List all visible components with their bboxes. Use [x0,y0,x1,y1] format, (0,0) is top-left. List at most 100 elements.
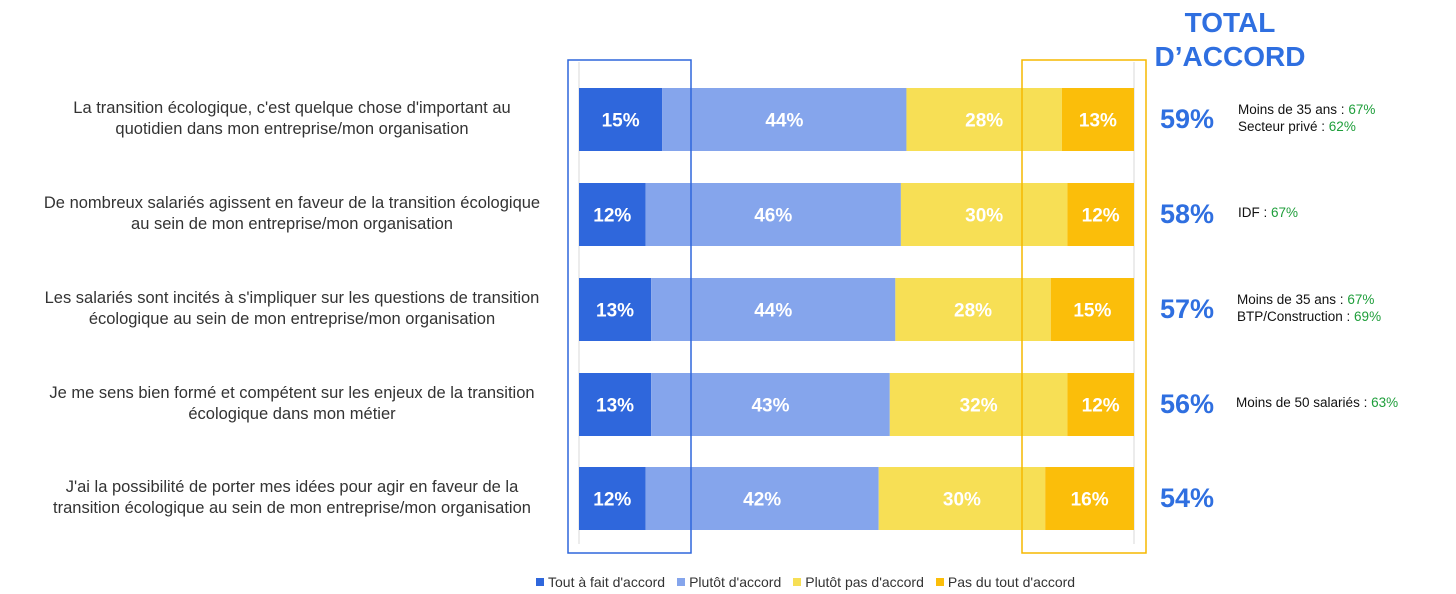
bar-segment [1067,373,1134,436]
note-label: Secteur privé : [1238,118,1329,134]
legend-swatch [935,578,944,586]
bar-segment [579,373,652,436]
bar-segment [878,467,1046,530]
bar-segment [579,467,646,530]
note-value: 67% [1271,205,1299,220]
data-label: 15% [1073,301,1111,322]
bar-segment [579,88,663,151]
bar-segment [1050,278,1134,341]
row-label-line: Les salariés sont incités à s'impliquer … [44,288,540,307]
highlight-box-last-series [1021,59,1147,554]
legend-label: Plutôt d'accord [689,574,782,590]
data-label: 13% [596,301,634,322]
row-label-line: écologique dans mon métier [188,404,396,423]
data-label: 28% [965,111,1003,132]
data-label: 32% [960,396,998,417]
data-label: 30% [943,490,981,511]
note-value: 67% [1347,291,1375,307]
bar-segment [1067,183,1134,246]
row-label-line: Je me sens bien formé et compétent sur l… [49,383,535,402]
note-value: 62% [1328,118,1356,134]
note-line: BTP/Construction : 69% [1237,308,1381,325]
total-value: 59% [1160,103,1215,134]
legend-label: Tout à fait d'accord [548,574,666,590]
data-label: 16% [1071,490,1109,511]
data-label: 12% [593,490,631,511]
total-value: 58% [1160,198,1215,229]
legend: Tout à fait d'accord Plutôt d'accord Plutô… [536,574,1075,590]
row-label-line: transition écologique au sein de mon ent… [53,498,531,517]
segment-notes: IDF : 67% [1238,204,1298,221]
row-label-line: De nombreux salariés agissent en faveur … [43,193,541,212]
bar-segment [645,467,879,530]
note-value: 69% [1354,308,1382,324]
highlight-box-first-series [567,59,692,554]
bar-segment [1061,88,1134,151]
row-label-line: quotidien dans mon entreprise/mon organi… [115,119,469,138]
total-value: 57% [1160,293,1215,324]
note-line: Moins de 50 salariés : 63% [1236,394,1398,411]
data-label: 12% [593,206,631,227]
data-label: 12% [1082,206,1120,227]
bar-segment [900,183,1068,246]
data-label: 15% [602,111,640,132]
row-label-line: écologique au sein de mon entreprise/mon… [88,309,496,328]
segment-notes: Moins de 50 salariés : 63% [1236,394,1398,411]
note-line: Moins de 35 ans : 67% [1237,291,1381,308]
legend-item: Pas du tout d'accord [935,574,1076,590]
legend-swatch [793,578,802,586]
data-label: 42% [743,490,781,511]
legend-label: Plutôt pas d'accord [805,574,924,590]
legend-item: Plutôt pas d'accord [793,574,924,590]
legend-item: Tout à fait d'accord [536,574,665,590]
legend-label: Pas du tout d'accord [947,574,1076,590]
total-header: TOTAL D’ACCORD [1130,6,1330,74]
row-label-line: J'ai la possibilité de porter mes idées … [65,477,519,496]
bar-segment [1045,467,1134,530]
legend-item: Plutôt d'accord [677,574,781,590]
bar-segment [645,183,901,246]
data-label: 30% [965,206,1003,227]
total-value: 54% [1160,482,1215,513]
row-label: J'ai la possibilité de porter mes idées … [22,477,562,519]
total-title-line2: D’ACCORD [1154,41,1306,72]
data-label: 44% [754,301,792,322]
row-label: De nombreux salariés agissent en faveur … [22,193,562,235]
data-label: 46% [754,206,792,227]
bar-segment [889,373,1068,436]
data-label: 12% [1082,396,1120,417]
data-label: 13% [596,396,634,417]
row-label-line: La transition écologique, c'est quelque … [73,98,511,117]
legend-swatch [536,578,544,586]
data-label: 13% [1079,111,1117,132]
note-label: IDF : [1238,205,1271,220]
data-label: 28% [954,301,992,322]
note-value: 67% [1348,101,1376,117]
total-value: 56% [1160,388,1215,419]
row-label-line: au sein de mon entreprise/mon organisati… [131,214,453,233]
note-label: Moins de 50 salariés : [1236,395,1372,410]
bar-segment [579,278,652,341]
note-value: 63% [1371,395,1399,410]
bar-segment [895,278,1051,341]
bar-segment [579,183,646,246]
row-label: La transition écologique, c'est quelque … [22,98,562,140]
segment-notes: Moins de 35 ans : 67% Secteur privé : 62% [1238,101,1375,135]
bar-segment [662,88,907,151]
bar-segment [651,278,896,341]
total-title-line1: TOTAL [1184,7,1276,38]
row-label: Je me sens bien formé et compétent sur l… [22,383,562,425]
note-line: Moins de 35 ans : 67% [1238,101,1375,118]
note-label: Moins de 35 ans : [1238,101,1349,117]
data-label: 43% [751,396,789,417]
legend-swatch [677,578,686,586]
note-line: IDF : 67% [1238,204,1298,221]
note-label: BTP/Construction : [1237,308,1355,324]
note-label: Moins de 35 ans : [1237,291,1348,307]
segment-notes: Moins de 35 ans : 67% BTP/Construction : … [1237,291,1381,325]
bar-segment [906,88,1062,151]
row-label: Les salariés sont incités à s'impliquer … [22,288,562,330]
note-line: Secteur privé : 62% [1238,118,1375,135]
data-label: 44% [765,111,803,132]
